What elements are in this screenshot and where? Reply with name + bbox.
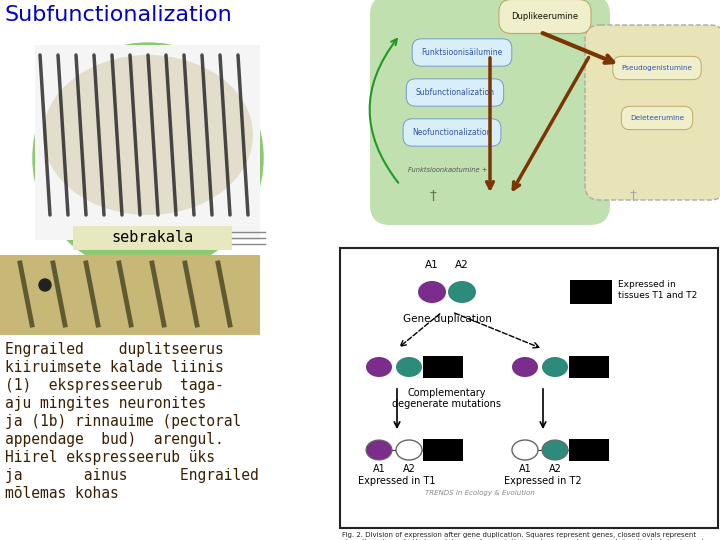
Ellipse shape: [396, 440, 422, 460]
Text: Expressed in: Expressed in: [618, 280, 676, 289]
Text: A2: A2: [549, 464, 562, 474]
Bar: [423, 356, 463, 378]
Text: tissues T1 and T2: tissues T1 and T2: [618, 291, 697, 300]
Text: (1)  ekspresseerub  taga-: (1) ekspresseerub taga-: [5, 378, 224, 393]
Circle shape: [39, 279, 51, 291]
Text: Fig. 2. Division of expression after gene duplication. Squares represent genes, : Fig. 2. Division of expression after gen…: [342, 532, 716, 540]
Text: Complementary: Complementary: [408, 388, 486, 398]
Text: ja       ainus      Engrailed: ja ainus Engrailed: [5, 468, 258, 483]
Text: sebrakala: sebrakala: [111, 231, 193, 246]
FancyBboxPatch shape: [585, 25, 720, 200]
Bar: [35, 45, 260, 240]
Text: Subfunctionalization: Subfunctionalization: [415, 88, 495, 97]
Text: Deleteerumine: Deleteerumine: [630, 115, 684, 121]
Text: A2: A2: [402, 464, 415, 474]
Text: mõlemas kohas: mõlemas kohas: [5, 486, 119, 501]
Bar: [569, 439, 609, 461]
Ellipse shape: [366, 440, 392, 460]
Text: †: †: [630, 189, 637, 203]
Text: TRENDS in Ecology & Evolution: TRENDS in Ecology & Evolution: [425, 490, 535, 496]
Text: †: †: [430, 189, 437, 203]
Bar: [360, 0, 720, 250]
FancyBboxPatch shape: [73, 226, 232, 250]
Ellipse shape: [512, 440, 538, 460]
Text: Hiirel ekspresseerub üks: Hiirel ekspresseerub üks: [5, 450, 215, 465]
Text: Engrailed    duplitseerus: Engrailed duplitseerus: [5, 342, 224, 357]
Text: A2: A2: [455, 260, 469, 270]
Ellipse shape: [418, 281, 446, 303]
Bar: [0, 255, 260, 335]
Bar: [569, 356, 609, 378]
Ellipse shape: [542, 440, 568, 460]
Ellipse shape: [396, 357, 422, 377]
Text: degenerate mutations: degenerate mutations: [392, 399, 502, 409]
Ellipse shape: [43, 55, 253, 215]
Ellipse shape: [448, 281, 476, 303]
Text: Expressed in T2: Expressed in T2: [504, 476, 582, 486]
Text: A1: A1: [373, 464, 385, 474]
Text: A1: A1: [518, 464, 531, 474]
Text: appendage  bud)  arengul.: appendage bud) arengul.: [5, 432, 224, 447]
Bar: [570, 280, 612, 304]
Ellipse shape: [512, 357, 538, 377]
Text: aju mingites neuronites: aju mingites neuronites: [5, 396, 206, 411]
Text: Funktsioonisäilumine: Funktsioonisäilumine: [421, 48, 503, 57]
Text: Duplikeerumine: Duplikeerumine: [511, 12, 579, 21]
Text: A1: A1: [425, 260, 439, 270]
Bar: [340, 248, 718, 528]
Ellipse shape: [366, 357, 392, 377]
Text: ja (1b) rinnauime (pectoral: ja (1b) rinnauime (pectoral: [5, 414, 241, 429]
Text: kiiruimsete kalade liinis: kiiruimsete kalade liinis: [5, 360, 224, 375]
Text: Expressed in T1: Expressed in T1: [359, 476, 436, 486]
Text: Neofunctionalization: Neofunctionalization: [413, 128, 492, 137]
Text: Pseudogenistumine: Pseudogenistumine: [621, 65, 693, 71]
Circle shape: [33, 43, 263, 273]
Ellipse shape: [542, 357, 568, 377]
Text: Subfunctionalization: Subfunctionalization: [5, 5, 233, 25]
Bar: [423, 439, 463, 461]
Text: Funktsioonkaotumine +: Funktsioonkaotumine +: [408, 167, 487, 173]
FancyBboxPatch shape: [370, 0, 610, 225]
Text: Gene duplication: Gene duplication: [402, 314, 492, 324]
